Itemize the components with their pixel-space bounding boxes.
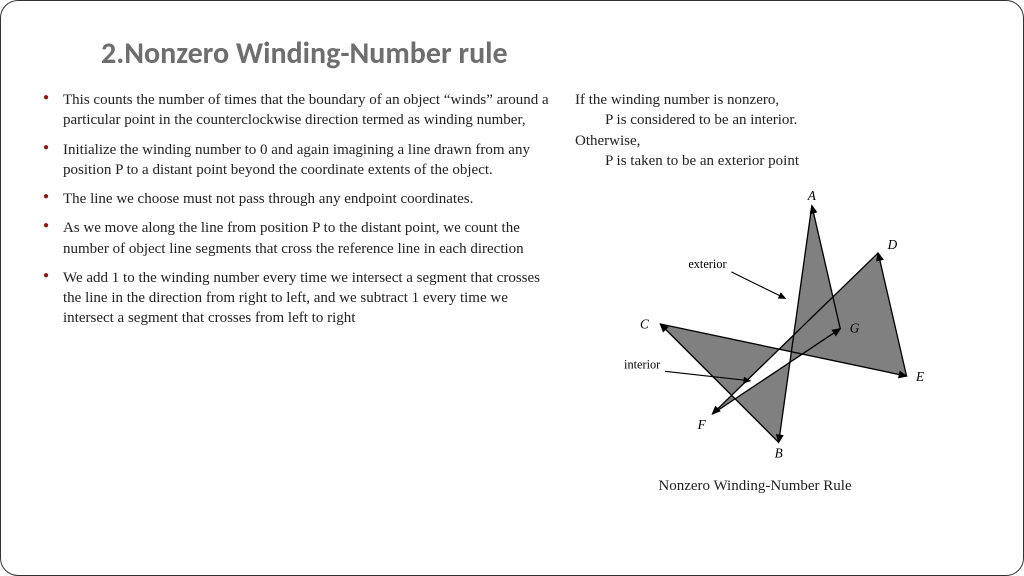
condition-line: Otherwise, (575, 133, 640, 149)
figure-caption: Nonzero Winding-Number Rule (575, 478, 935, 495)
bullet-item: This counts the number of times that the… (63, 90, 551, 131)
label-g: G (850, 321, 860, 336)
label-e: E (915, 369, 924, 384)
left-column: This counts the number of times that the… (41, 90, 551, 495)
label-f: F (697, 417, 707, 432)
condition-line: P is considered to be an interior. (575, 110, 955, 130)
content-columns: This counts the number of times that the… (41, 90, 983, 495)
winding-diagram: A B C D E F G exterior interior (575, 179, 935, 469)
slide-frame: 2.Nonzero Winding-Number rule This count… (0, 0, 1024, 576)
bullet-list: This counts the number of times that the… (41, 90, 551, 329)
label-d: D (887, 237, 898, 252)
bullet-item: As we move along the line from position … (63, 218, 551, 259)
condition-line: P is taken to be an exterior point (575, 151, 955, 171)
right-column: If the winding number is nonzero, P is c… (575, 90, 955, 495)
slide-title: 2.Nonzero Winding-Number rule (101, 35, 983, 72)
condition-nonzero: If the winding number is nonzero, P is c… (575, 90, 955, 171)
bullet-item: Initialize the winding number to 0 and a… (63, 140, 551, 181)
label-a: A (807, 188, 817, 203)
label-b: B (775, 446, 783, 461)
label-c: C (640, 317, 649, 332)
label-exterior: exterior (688, 257, 726, 271)
label-interior: interior (624, 358, 660, 372)
bullet-item: The line we choose must not pass through… (63, 189, 551, 209)
diagram-figure: A B C D E F G exterior interior Nonzero … (575, 179, 935, 495)
bullet-item: We add 1 to the winding number every tim… (63, 268, 551, 329)
condition-line: If the winding number is nonzero, (575, 92, 779, 108)
